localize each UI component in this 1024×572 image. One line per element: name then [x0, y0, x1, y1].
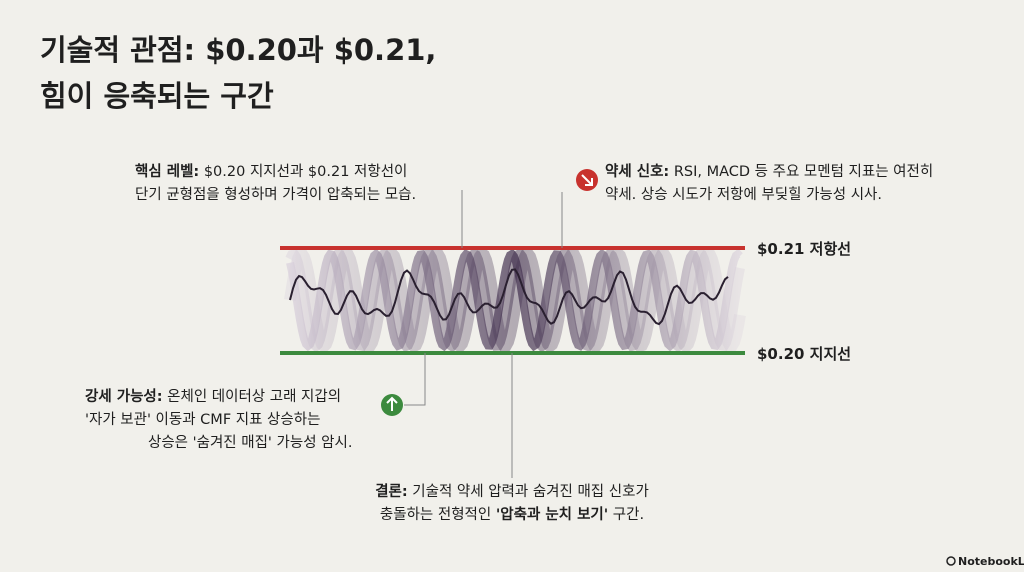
title-line: 힘이 응축되는 구간	[40, 79, 274, 113]
brand: NotebookLM	[946, 555, 1024, 568]
callout-label: 강세 가능성:	[85, 387, 163, 405]
callout-label: 결론:	[375, 482, 407, 500]
brand-text: NotebookLM	[958, 555, 1024, 568]
callout-text: 기술적 약세 압력과 숨겨진 매집 신호가	[408, 483, 649, 500]
connector	[404, 353, 426, 406]
callout-label: 약세 신호:	[605, 162, 669, 180]
resistance-label: $0.21 저항선	[757, 240, 851, 258]
compression-waves	[284, 246, 746, 355]
callout-label: 핵심 레벨:	[135, 163, 199, 180]
callout-text: 온체인 데이터상 고래 지갑의	[163, 388, 342, 405]
wave	[286, 248, 743, 352]
callout-text: $0.20 지지선과 $0.21 저항선이	[199, 163, 407, 180]
price-line	[289, 268, 729, 326]
callout-text: 상승은 '숨겨진 매집' 가능성 암시.	[148, 434, 352, 451]
support-label: $0.20 지지선	[757, 345, 851, 363]
callout-text: 충돌하는 전형적인	[380, 506, 496, 523]
callout-line: 약세 신호: RSI, MACD 등 주요 모멘텀 지표는 여전히	[605, 162, 933, 180]
callout-text: '자가 보관' 이동과 CMF 지표 상승하는	[85, 411, 320, 428]
callout-line: 결론: 기술적 약세 압력과 숨겨진 매집 신호가	[375, 482, 649, 500]
up-icon	[381, 394, 403, 416]
callout-text: 약세. 상승 시도가 저항에 부딪힐 가능성 시사.	[605, 186, 882, 203]
callout-line: 핵심 레벨: $0.20 지지선과 $0.21 저항선이	[135, 163, 407, 180]
callout-label: '압축과 눈치 보기'	[496, 506, 608, 523]
callout-line: 충돌하는 전형적인 '압축과 눈치 보기' 구간.	[380, 506, 644, 523]
callout-line: 단기 균형점을 형성하며 가격이 압축되는 모습.	[135, 186, 416, 203]
callout-text: 구간.	[608, 506, 644, 523]
title-line: 기술적 관점: $0.20과 $0.21,	[40, 33, 436, 67]
callout-line: 약세. 상승 시도가 저항에 부딪힐 가능성 시사.	[605, 186, 882, 203]
callout-line: '자가 보관' 이동과 CMF 지표 상승하는	[85, 411, 320, 428]
callout-text: 단기 균형점을 형성하며 가격이 압축되는 모습.	[135, 186, 416, 203]
down-icon	[576, 169, 598, 191]
callout-line: 상승은 '숨겨진 매집' 가능성 암시.	[148, 434, 352, 451]
callout-line: 강세 가능성: 온체인 데이터상 고래 지갑의	[85, 387, 341, 405]
callout-text: RSI, MACD 등 주요 모멘텀 지표는 여전히	[669, 163, 933, 180]
